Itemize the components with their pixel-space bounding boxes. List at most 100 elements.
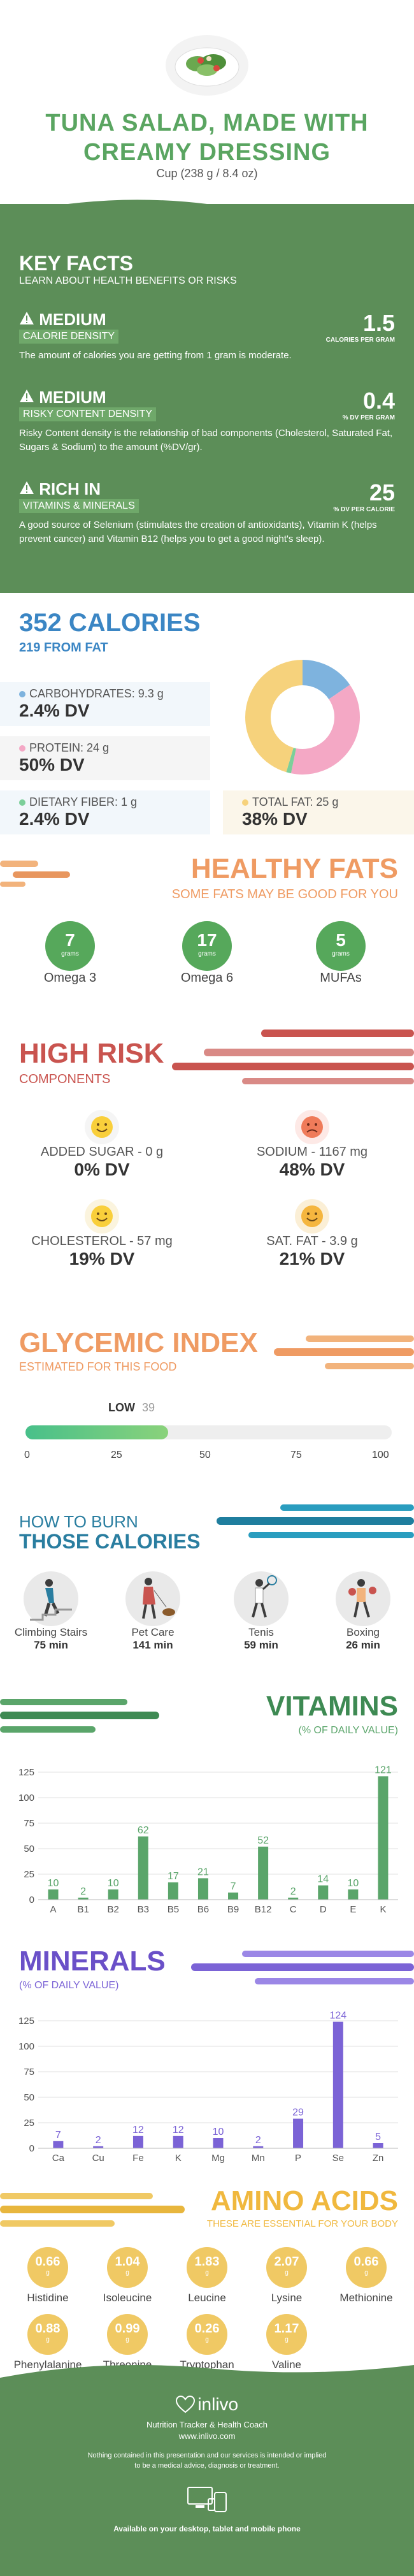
minerals-title: MINERALS <box>19 1946 166 1977</box>
bar <box>288 1897 299 1900</box>
key-facts-subtitle: LEARN ABOUT HEALTH BENEFITS OR RISKS <box>19 275 237 286</box>
bar <box>213 2138 224 2148</box>
x-tick-label: Mn <box>252 2153 265 2164</box>
warning-icon <box>20 312 34 324</box>
burn-title-2: THOSE CALORIES <box>19 1530 201 1553</box>
bar <box>348 1889 359 1900</box>
fat-value: 17 <box>197 930 217 950</box>
macro-fat: TOTAL FAT: 25 g 38% DV <box>223 790 414 834</box>
minerals-bar-chart: 0 25 50 75 100 125 7 Ca 2 Cu 12 Fe 12 K 10 Mg 2 Mn 29 P 124 S… <box>18 2011 398 2164</box>
bar <box>332 2021 343 2148</box>
bar-value-label: 12 <box>173 2125 184 2136</box>
y-tick-label: 25 <box>24 2118 34 2128</box>
serving-size: Cup (238 g / 8.4 oz) <box>156 167 258 180</box>
amino-grid: 0.66 g Histidine 1.04 g Isoleucine 1.83 g Leucin… <box>0 2247 414 2375</box>
amino-value: 0.99 <box>115 2322 140 2336</box>
key-facts-section <box>0 204 414 593</box>
fat-circle: 17 grams <box>182 921 232 971</box>
gi-tick: 75 <box>290 1450 302 1460</box>
key-fact-calorie-density: MEDIUM CALORIE DENSITY 1.5 CALORIES PER … <box>19 310 395 363</box>
bar <box>108 1889 118 1900</box>
bar <box>318 1885 329 1900</box>
burn-pet-care: Pet Care 141 min <box>108 1571 197 1652</box>
burn-minutes: 141 min <box>132 1639 173 1651</box>
x-tick-label: K <box>380 1904 386 1915</box>
key-fact-unit: % DV PER GRAM <box>342 414 395 421</box>
macro-fiber: DIETARY FIBER: 1 g 2.4% DV <box>0 790 210 834</box>
bar-value-label: 121 <box>375 1765 392 1775</box>
x-tick-label: Cu <box>92 2153 104 2164</box>
bar-value-label: 124 <box>329 2011 346 2021</box>
amino-unit: g <box>125 2336 129 2343</box>
amino-item: 0.26 g Tryptophan <box>169 2314 245 2371</box>
y-tick-label: 0 <box>29 1895 34 1905</box>
risk-sodium: SODIUM - 1167 mg 48% DV <box>223 1109 401 1180</box>
bar <box>93 2146 104 2148</box>
fat-unit: grams <box>198 950 216 957</box>
amino-name: Histidine <box>27 2292 69 2304</box>
x-tick-label: B2 <box>108 1904 119 1915</box>
bar <box>228 1892 239 1900</box>
amino-circle: 0.66 g <box>346 2247 387 2288</box>
key-fact-level: MEDIUM <box>19 388 156 407</box>
footer-tagline: Nutrition Tracker & Health Coach <box>146 2420 268 2429</box>
high-risk-ribbon <box>172 1030 414 1084</box>
amino-value: 0.26 <box>194 2322 220 2336</box>
amino-item: 0.88 g Phenylalanine <box>10 2314 86 2371</box>
glycemic-level: LOW 39 <box>108 1401 155 1415</box>
bar-value-label: 2 <box>290 1886 296 1897</box>
footer-url[interactable]: www.inlivo.com <box>178 2431 236 2441</box>
bar-value-label: 2 <box>96 2135 101 2146</box>
macro-label: PROTEIN: 24 g <box>19 741 210 755</box>
gi-tick: 25 <box>111 1450 122 1460</box>
bar-value-label: 14 <box>317 1874 329 1885</box>
x-tick-label: B3 <box>138 1904 149 1915</box>
happy-face-icon <box>85 1110 119 1144</box>
x-tick-label: P <box>295 2153 301 2164</box>
key-fact-vitamins-minerals: RICH IN VITAMINS & MINERALS 25 % DV PER … <box>19 479 395 546</box>
amino-circle: 2.07 g <box>266 2247 307 2288</box>
macro-dv: 2.4% DV <box>19 809 90 829</box>
fat-circle: 5 grams <box>316 921 366 971</box>
amino-unit: g <box>364 2269 368 2276</box>
donut-fat <box>245 660 360 775</box>
happy-face-icon <box>85 1199 119 1233</box>
burn-minutes: 75 min <box>34 1639 68 1651</box>
amino-value: 0.66 <box>35 2255 61 2269</box>
amino-item: 1.04 g Isoleucine <box>89 2247 166 2304</box>
page-title: TUNA SALAD, MADE WITH CREAMY DRESSING <box>0 108 414 167</box>
bar <box>168 1882 178 1900</box>
bar-value-label: 62 <box>138 1825 149 1836</box>
amino-unit: g <box>285 2269 289 2276</box>
bar-value-label: 10 <box>347 1878 359 1889</box>
y-tick-label: 75 <box>24 2067 34 2078</box>
vitamins-ribbon <box>0 1699 159 1733</box>
bar <box>132 2136 143 2148</box>
key-fact-level-text: MEDIUM <box>39 388 106 407</box>
amino-item: 1.83 g Leucine <box>169 2247 245 2304</box>
calories-title: 352 CALORIES <box>19 609 201 637</box>
amino-unit: g <box>285 2336 289 2343</box>
key-fact-level-text: MEDIUM <box>39 310 106 329</box>
risk-dv: 19% DV <box>69 1249 135 1269</box>
macro-dv: 38% DV <box>242 809 308 829</box>
key-fact-tag: CALORIE DENSITY <box>19 330 119 344</box>
vitamins-subtitle: (% OF DAILY VALUE) <box>298 1725 398 1736</box>
burn-boxing: Boxing 26 min <box>318 1571 408 1652</box>
pet-care-icon <box>125 1571 180 1626</box>
bar-value-label: 52 <box>257 1835 269 1846</box>
bar <box>78 1897 89 1900</box>
vitamins-title: VITAMINS <box>266 1691 398 1722</box>
x-tick-label: K <box>175 2153 182 2164</box>
title-line-2: CREAMY DRESSING <box>83 139 331 166</box>
healthy-fats-ribbon <box>0 861 70 887</box>
healthy-fats-title: HEALTHY FATS <box>190 853 398 884</box>
amino-unit: g <box>205 2269 209 2276</box>
key-fact-level: RICH IN <box>19 479 139 499</box>
amino-name: Phenylalanine <box>13 2359 82 2371</box>
key-fact-description: The amount of calories you are getting f… <box>19 350 292 361</box>
amino-circle: 0.99 g <box>107 2314 148 2355</box>
y-tick-label: 0 <box>29 2143 34 2154</box>
fat-unit: grams <box>61 950 79 957</box>
key-fact-unit: CALORIES PER GRAM <box>325 337 395 344</box>
